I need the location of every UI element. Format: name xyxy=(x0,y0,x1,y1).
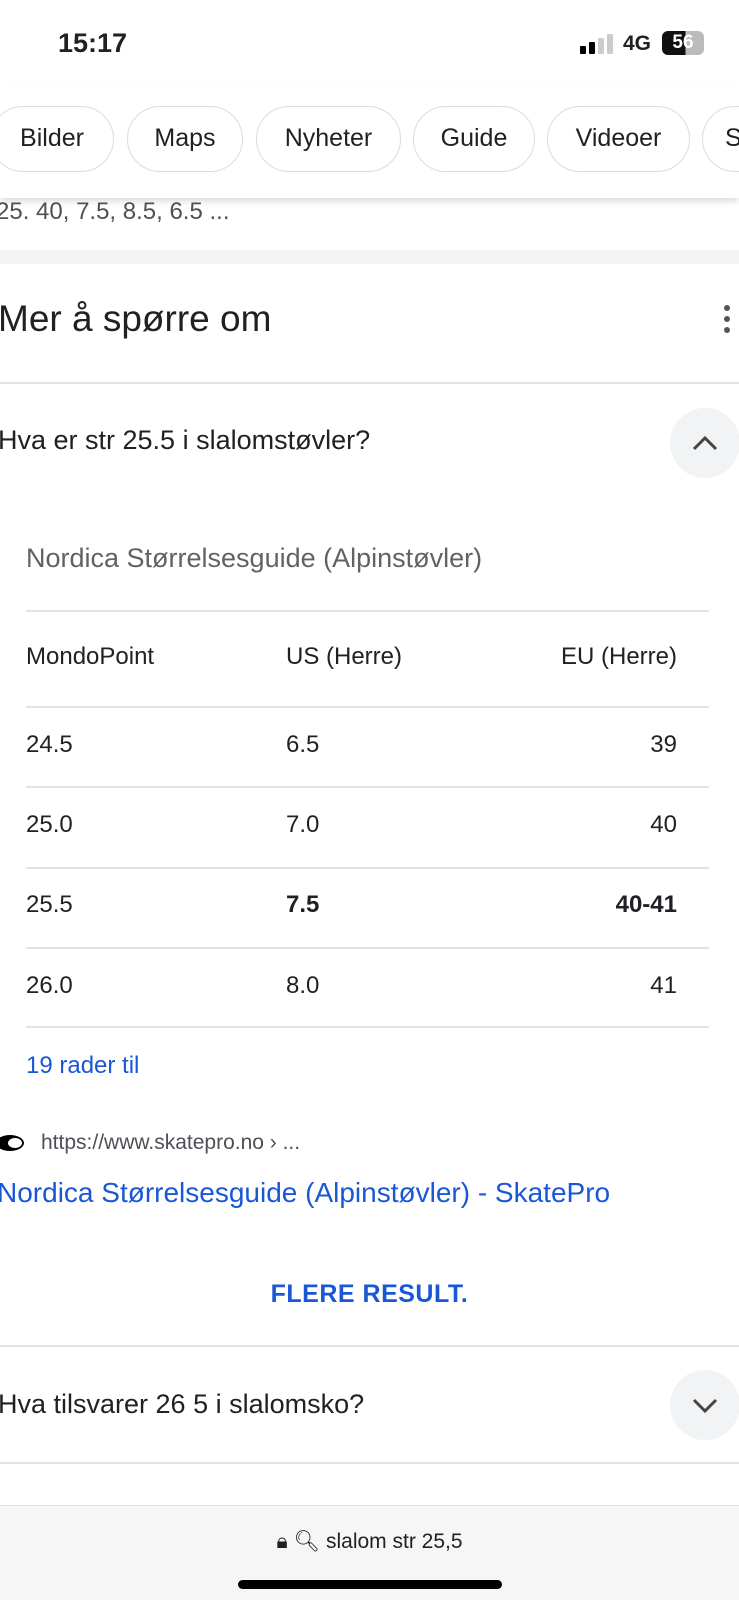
question[interactable]: Hva er str 25.5 i slalomstøvler? xyxy=(0,425,371,455)
separator xyxy=(0,250,739,264)
address-bar[interactable]: 🔒︎ 🔍︎ slalom str 25,5 xyxy=(276,1530,463,1553)
divider xyxy=(0,1345,739,1347)
source-url: https://www.skatepro.no › ... xyxy=(41,1131,301,1154)
table-cell: 40-41 xyxy=(615,891,677,918)
browser-bar: 🔒︎ 🔍︎ slalom str 25,5 xyxy=(0,1505,739,1600)
table-header: MondoPoint xyxy=(26,643,155,670)
menu-icon[interactable] xyxy=(722,304,732,334)
tab[interactable]: S xyxy=(702,106,739,172)
table-cell: 25.0 xyxy=(26,811,73,838)
tab[interactable]: Guide xyxy=(413,106,535,172)
table-cell: 8.0 xyxy=(286,972,320,999)
divider xyxy=(0,382,739,384)
table-line xyxy=(26,867,709,869)
source-link[interactable]: Nordica Størrelsesguide (Alpinstøvler) -… xyxy=(0,1177,611,1208)
table-header: US (Herre) xyxy=(286,643,403,670)
table-line xyxy=(26,1026,709,1028)
table-cell: 39 xyxy=(650,731,677,758)
table-header: EU (Herre) xyxy=(560,643,677,670)
divider xyxy=(0,1462,739,1464)
more-rows-link[interactable]: 19 rader til xyxy=(26,1052,140,1079)
more-results-button[interactable]: FLERE RESULT. xyxy=(270,1280,469,1308)
table-cell: 24.5 xyxy=(26,731,73,758)
tab[interactable]: Videoer xyxy=(547,106,690,172)
question[interactable]: Hva tilsvarer 26 5 i slalomsko? xyxy=(0,1389,365,1419)
table-line xyxy=(26,947,709,949)
table-cell: 6.5 xyxy=(286,731,320,758)
address-text: slalom str 25,5 xyxy=(325,1530,463,1553)
expand-button[interactable] xyxy=(670,1370,739,1440)
collapse-button[interactable] xyxy=(670,408,739,478)
table-cell: 7.0 xyxy=(286,811,320,838)
site-icon xyxy=(0,1135,24,1151)
table-cell: 25.5 xyxy=(26,891,73,918)
tab[interactable]: Maps xyxy=(127,106,243,172)
table-line xyxy=(26,610,709,612)
table-cell: 26.0 xyxy=(26,972,73,999)
tab[interactable]: Nyheter xyxy=(256,106,401,172)
table-cell: 41 xyxy=(650,972,677,999)
table-cell: 7.5 xyxy=(286,891,320,918)
table-line xyxy=(26,786,709,788)
signal-icon xyxy=(580,34,613,54)
snippet: 25. 40, 7.5, 8.5, 6.5 ... xyxy=(0,198,230,225)
table-line xyxy=(26,706,709,708)
tab-bar: Bilder Maps Nyheter Guide Videoer S xyxy=(0,86,739,198)
tab[interactable]: Bilder xyxy=(0,106,114,172)
section-title: Mer å spørre om xyxy=(0,298,272,339)
network: 4G xyxy=(623,32,652,55)
battery: 56 xyxy=(662,31,704,55)
table-title: Nordica Størrelsesguide (Alpinstøvler) xyxy=(26,543,483,573)
home-indicator xyxy=(238,1580,502,1589)
table-cell: 40 xyxy=(650,811,677,838)
status-time: 15:17 xyxy=(58,28,128,58)
